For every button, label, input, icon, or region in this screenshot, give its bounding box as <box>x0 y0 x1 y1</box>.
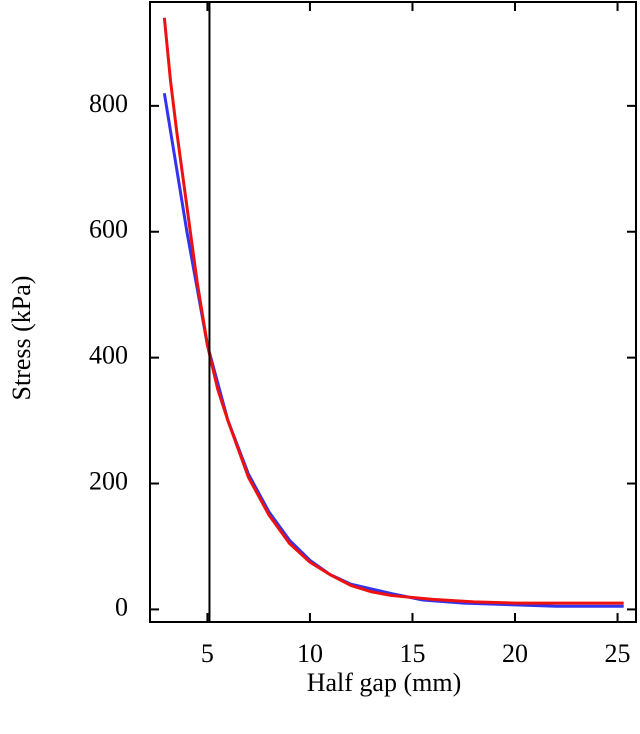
x-tick-label: 15 <box>399 639 425 668</box>
y-tick-label: 0 <box>115 592 128 621</box>
y-tick-label: 200 <box>89 466 128 495</box>
x-axis-label: Half gap (mm) <box>307 668 462 697</box>
y-tick-label: 800 <box>89 89 128 118</box>
y-axis-label: Stress (kPa) <box>7 276 36 401</box>
x-tick-label: 5 <box>201 639 214 668</box>
x-tick-label: 20 <box>502 639 528 668</box>
x-tick-label: 10 <box>297 639 323 668</box>
y-tick-label: 400 <box>89 341 128 370</box>
plot-frame <box>149 1 637 623</box>
x-tick-label: 25 <box>605 639 631 668</box>
line-series <box>162 17 624 605</box>
line-series <box>162 93 624 608</box>
y-tick-label: 600 <box>89 215 128 244</box>
